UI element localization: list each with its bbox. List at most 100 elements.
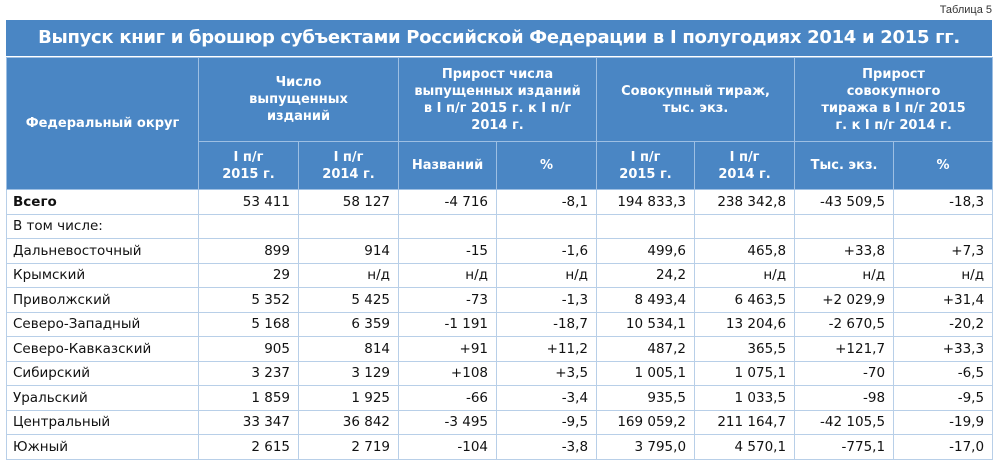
count-2014-cell: 36 842	[297, 409, 400, 435]
circulation-2015-cell: 8 493,4	[596, 287, 696, 313]
count-2015-cell: 33 347	[198, 409, 299, 435]
header-count-2015: I п/г 2015 г.	[198, 141, 299, 190]
count-2014-cell	[297, 213, 400, 239]
circulation-2015-cell: 499,6	[596, 238, 696, 264]
header-circulation: Совокупный тираж, тыс. экз.	[596, 57, 796, 142]
count-2015-cell: 2 615	[198, 434, 299, 460]
count-growth-cell: -66	[398, 385, 498, 411]
count-growth-cell: -104	[398, 434, 498, 460]
circulation-2014-cell: 4 570,1	[694, 434, 796, 460]
count-growth-cell: н/д	[398, 262, 498, 288]
district-name: Уральский	[6, 385, 199, 411]
circulation-2014-cell: 1 075,1	[694, 360, 796, 386]
circulation-2015-cell: 194 833,3	[596, 189, 696, 215]
circulation-growth-pct-cell	[893, 213, 994, 239]
circulation-growth-pct-cell: -18,3	[893, 189, 994, 215]
circulation-2015-cell: 1 005,1	[596, 360, 696, 386]
circulation-growth-pct-cell: -20,2	[893, 311, 994, 337]
table-row: Приволжский 5 352 5 425 -73 -1,3 8 493,4 6 463…	[6, 287, 994, 313]
circulation-growth-cell: -43 509,5	[794, 189, 895, 215]
circulation-2015-cell	[596, 213, 696, 239]
header-circ-2014: I п/г 2014 г.	[694, 141, 796, 190]
count-2014-cell: 58 127	[297, 189, 400, 215]
circulation-growth-pct-cell: -19,9	[893, 409, 994, 435]
circulation-growth-pct-cell: +31,4	[893, 287, 994, 313]
circulation-2014-cell: 238 342,8	[694, 189, 796, 215]
district-name: Приволжский	[6, 287, 199, 313]
table-row: Сибирский 3 237 3 129 +108 +3,5 1 005,1 1 075,…	[6, 360, 994, 386]
circulation-growth-cell: -42 105,5	[794, 409, 895, 435]
circulation-2014-cell: н/д	[694, 262, 796, 288]
circulation-2015-cell: 3 795,0	[596, 434, 696, 460]
count-2014-cell: н/д	[297, 262, 400, 288]
district-name: Дальневосточный	[6, 238, 199, 264]
count-growth-pct-cell	[496, 213, 598, 239]
circulation-growth-pct-cell: н/д	[893, 262, 994, 288]
count-2015-cell	[198, 213, 299, 239]
circulation-2015-cell: 169 059,2	[596, 409, 696, 435]
district-name: Южный	[6, 434, 199, 460]
count-growth-cell: -3 495	[398, 409, 498, 435]
circulation-2014-cell	[694, 213, 796, 239]
count-2015-cell: 905	[198, 336, 299, 362]
count-growth-cell: +91	[398, 336, 498, 362]
table-row: Всего 53 411 58 127 -4 716 -8,1 194 833,3 238 …	[6, 189, 994, 215]
count-growth-cell: -73	[398, 287, 498, 313]
count-growth-pct-cell: -9,5	[496, 409, 598, 435]
district-name: Северо-Кавказский	[6, 336, 199, 362]
count-growth-cell: +108	[398, 360, 498, 386]
data-table: Федеральный округ Число выпущенных издан…	[6, 57, 994, 460]
circulation-growth-cell: -775,1	[794, 434, 895, 460]
count-growth-pct-cell: -3,8	[496, 434, 598, 460]
circulation-growth-pct-cell: +7,3	[893, 238, 994, 264]
circulation-2014-cell: 1 033,5	[694, 385, 796, 411]
circulation-growth-cell: -70	[794, 360, 895, 386]
circulation-growth-cell: +121,7	[794, 336, 895, 362]
count-2014-cell: 3 129	[297, 360, 400, 386]
table-row: В том числе:	[6, 213, 994, 239]
table-caption: Таблица 5	[939, 4, 992, 16]
count-2014-cell: 2 719	[297, 434, 400, 460]
table-title: Выпуск книг и брошюр субъектами Российск…	[6, 20, 992, 56]
district-name: Центральный	[6, 409, 199, 435]
district-name: Сибирский	[6, 360, 199, 386]
count-growth-pct-cell: -18,7	[496, 311, 598, 337]
header-circ-2015: I п/г 2015 г.	[596, 141, 696, 190]
count-2014-cell: 5 425	[297, 287, 400, 313]
header-count-2014: I п/г 2014 г.	[297, 141, 400, 190]
count-2014-cell: 914	[297, 238, 400, 264]
circulation-growth-pct-cell: -9,5	[893, 385, 994, 411]
count-2015-cell: 5 352	[198, 287, 299, 313]
circulation-2014-cell: 211 164,7	[694, 409, 796, 435]
count-growth-cell: -1 191	[398, 311, 498, 337]
count-2014-cell: 814	[297, 336, 400, 362]
header-district: Федеральный округ	[6, 57, 199, 190]
count-2015-cell: 3 237	[198, 360, 299, 386]
circulation-2015-cell: 487,2	[596, 336, 696, 362]
circulation-growth-cell: +2 029,9	[794, 287, 895, 313]
count-2015-cell: 899	[198, 238, 299, 264]
count-growth-pct-cell: н/д	[496, 262, 598, 288]
count-growth-pct-cell: +11,2	[496, 336, 598, 362]
count-2015-cell: 29	[198, 262, 299, 288]
header-circulation-growth: Прирост совокупного тиража в I п/г 2015 …	[794, 57, 994, 142]
count-growth-cell	[398, 213, 498, 239]
table-row: Южный 2 615 2 719 -104 -3,8 3 795,0 4 570,1 -77…	[6, 434, 994, 460]
circulation-2015-cell: 10 534,1	[596, 311, 696, 337]
circulation-2014-cell: 465,8	[694, 238, 796, 264]
circulation-2015-cell: 24,2	[596, 262, 696, 288]
circulation-growth-cell: н/д	[794, 262, 895, 288]
circulation-growth-pct-cell: -17,0	[893, 434, 994, 460]
district-name: В том числе:	[6, 213, 199, 239]
circulation-growth-cell: -2 670,5	[794, 311, 895, 337]
header-count-growth: Прирост числа выпущенных изданий в I п/г…	[398, 57, 598, 142]
header-count-pct: %	[496, 141, 598, 190]
circulation-growth-cell: -98	[794, 385, 895, 411]
circulation-growth-cell	[794, 213, 895, 239]
count-growth-pct-cell: -8,1	[496, 189, 598, 215]
district-name: Крымский	[6, 262, 199, 288]
count-growth-cell: -15	[398, 238, 498, 264]
table-row: Центральный 33 347 36 842 -3 495 -9,5 169 059…	[6, 409, 994, 435]
circulation-growth-pct-cell: -6,5	[893, 360, 994, 386]
count-growth-pct-cell: -3,4	[496, 385, 598, 411]
